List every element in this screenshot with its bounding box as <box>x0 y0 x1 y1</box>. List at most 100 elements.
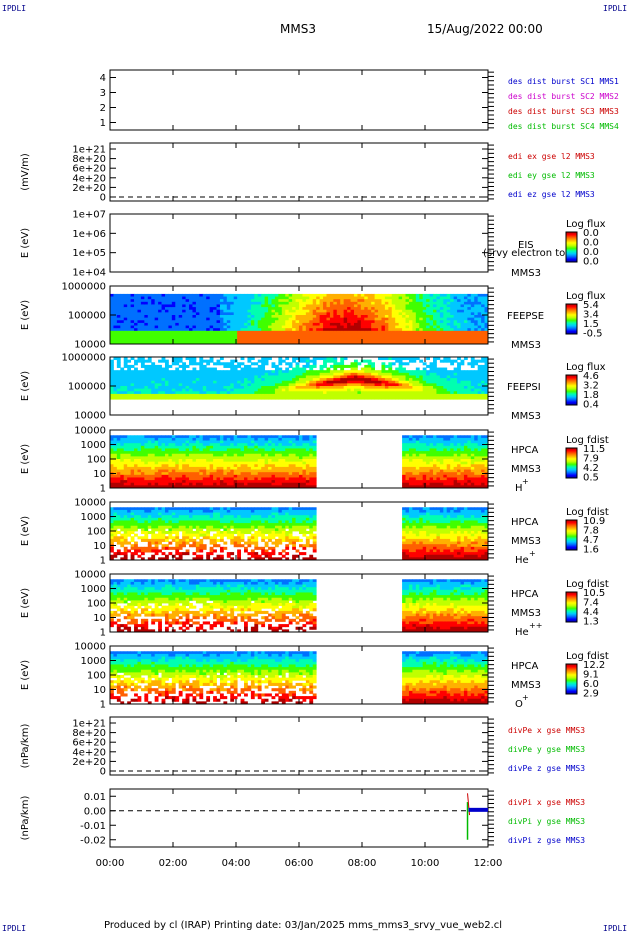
heatmap-cell <box>316 320 321 324</box>
heatmap-cell <box>316 391 321 395</box>
heatmap-cell <box>285 312 290 316</box>
heatmap-cell <box>261 362 266 366</box>
heatmap-cell <box>202 372 207 376</box>
heatmap-cell <box>202 304 207 308</box>
heatmap-cell <box>295 393 300 397</box>
heatmap-cell <box>323 391 327 395</box>
heatmap-cell <box>202 396 207 400</box>
heatmap-cell <box>299 448 303 452</box>
heatmap-cell <box>426 338 430 342</box>
heatmap-cell <box>151 435 156 439</box>
heatmap-cell <box>254 367 259 371</box>
heatmap-cell <box>113 357 118 361</box>
heatmap-cell <box>120 367 125 371</box>
heatmap-cell <box>422 380 427 384</box>
heatmap-cell <box>412 299 417 303</box>
heatmap-cell <box>333 357 338 361</box>
heatmap-cell <box>247 474 252 478</box>
heatmap-cell <box>364 322 369 326</box>
heatmap-cell <box>271 477 276 481</box>
heatmap-cell <box>195 325 200 329</box>
heatmap-cell <box>257 364 262 368</box>
heatmap-cell <box>288 341 293 345</box>
heatmap-cell <box>278 320 283 324</box>
heatmap-cell <box>250 362 255 366</box>
heatmap-cell <box>202 386 207 390</box>
heatmap-cell <box>147 443 152 447</box>
heatmap-cell <box>206 362 211 366</box>
heatmap-cell <box>202 364 207 368</box>
heatmap-cell <box>305 296 310 300</box>
heatmap-cell <box>481 320 485 324</box>
heatmap-cell <box>209 322 214 326</box>
heatmap-cell <box>151 301 156 305</box>
heatmap-cell <box>426 391 430 395</box>
heatmap-cell <box>116 322 121 326</box>
heatmap-cell <box>195 469 200 473</box>
heatmap-cell <box>477 322 482 326</box>
heatmap-cell <box>347 320 351 324</box>
heatmap-cell <box>247 333 252 337</box>
heatmap-cell <box>254 445 259 449</box>
heatmap-cell <box>336 328 341 332</box>
heatmap-cell <box>281 372 286 376</box>
heatmap-cell <box>230 464 235 468</box>
heatmap-cell <box>134 393 138 397</box>
heatmap-cell <box>302 293 307 297</box>
heatmap-cell <box>144 317 149 321</box>
heatmap-cell <box>158 330 162 334</box>
heatmap-cell <box>250 322 255 326</box>
heatmap-cell <box>158 309 162 313</box>
heatmap-cell <box>206 307 211 311</box>
heatmap-cell <box>305 396 310 400</box>
heatmap-cell <box>213 309 217 313</box>
heatmap-cell <box>195 312 200 316</box>
heatmap-cell <box>278 299 283 303</box>
heatmap-cell <box>429 362 434 366</box>
heatmap-cell <box>302 435 307 439</box>
heatmap-cell <box>326 391 331 395</box>
heatmap-cell <box>384 322 389 326</box>
heatmap-cell <box>457 317 461 321</box>
heatmap-cell <box>285 459 290 463</box>
heatmap-cell <box>247 386 252 390</box>
heatmap-cell <box>216 315 221 319</box>
heatmap-cell <box>130 372 135 376</box>
heatmap-cell <box>292 474 296 478</box>
heatmap-cell <box>134 328 138 332</box>
heatmap-cell <box>357 396 362 400</box>
heatmap-cell <box>202 375 207 379</box>
heatmap-cell <box>219 453 224 457</box>
heatmap-cell <box>323 370 327 374</box>
heatmap-cell <box>302 461 307 465</box>
heatmap-cell <box>408 336 413 340</box>
heatmap-cell <box>123 336 128 340</box>
heatmap-cell <box>336 336 341 340</box>
heatmap-cell <box>116 301 121 305</box>
heatmap-cell <box>171 388 176 392</box>
heatmap-cell <box>484 296 489 300</box>
heatmap-cell <box>264 320 269 324</box>
heatmap-cell <box>357 312 362 316</box>
heatmap-cell <box>244 315 248 319</box>
heatmap-cell <box>309 322 314 326</box>
heatmap-cell <box>463 322 468 326</box>
heatmap-cell <box>120 322 125 326</box>
heatmap-cell <box>182 341 186 345</box>
heatmap-cell <box>329 299 334 303</box>
heatmap-cell <box>151 378 156 382</box>
heatmap-cell <box>299 315 303 319</box>
heatmap-cell <box>391 362 396 366</box>
heatmap-cell <box>470 359 475 363</box>
heatmap-cell <box>264 445 269 449</box>
heatmap-cell <box>233 325 238 329</box>
heatmap-cell <box>230 445 235 449</box>
heatmap-cell <box>323 325 327 329</box>
heatmap-cell <box>257 359 262 363</box>
heatmap-cell <box>323 380 327 384</box>
heatmap-cell <box>378 325 382 329</box>
heatmap-cell <box>233 477 238 481</box>
heatmap-cell <box>161 443 166 447</box>
heatmap-cell <box>151 456 156 460</box>
heatmap-cell <box>230 320 235 324</box>
